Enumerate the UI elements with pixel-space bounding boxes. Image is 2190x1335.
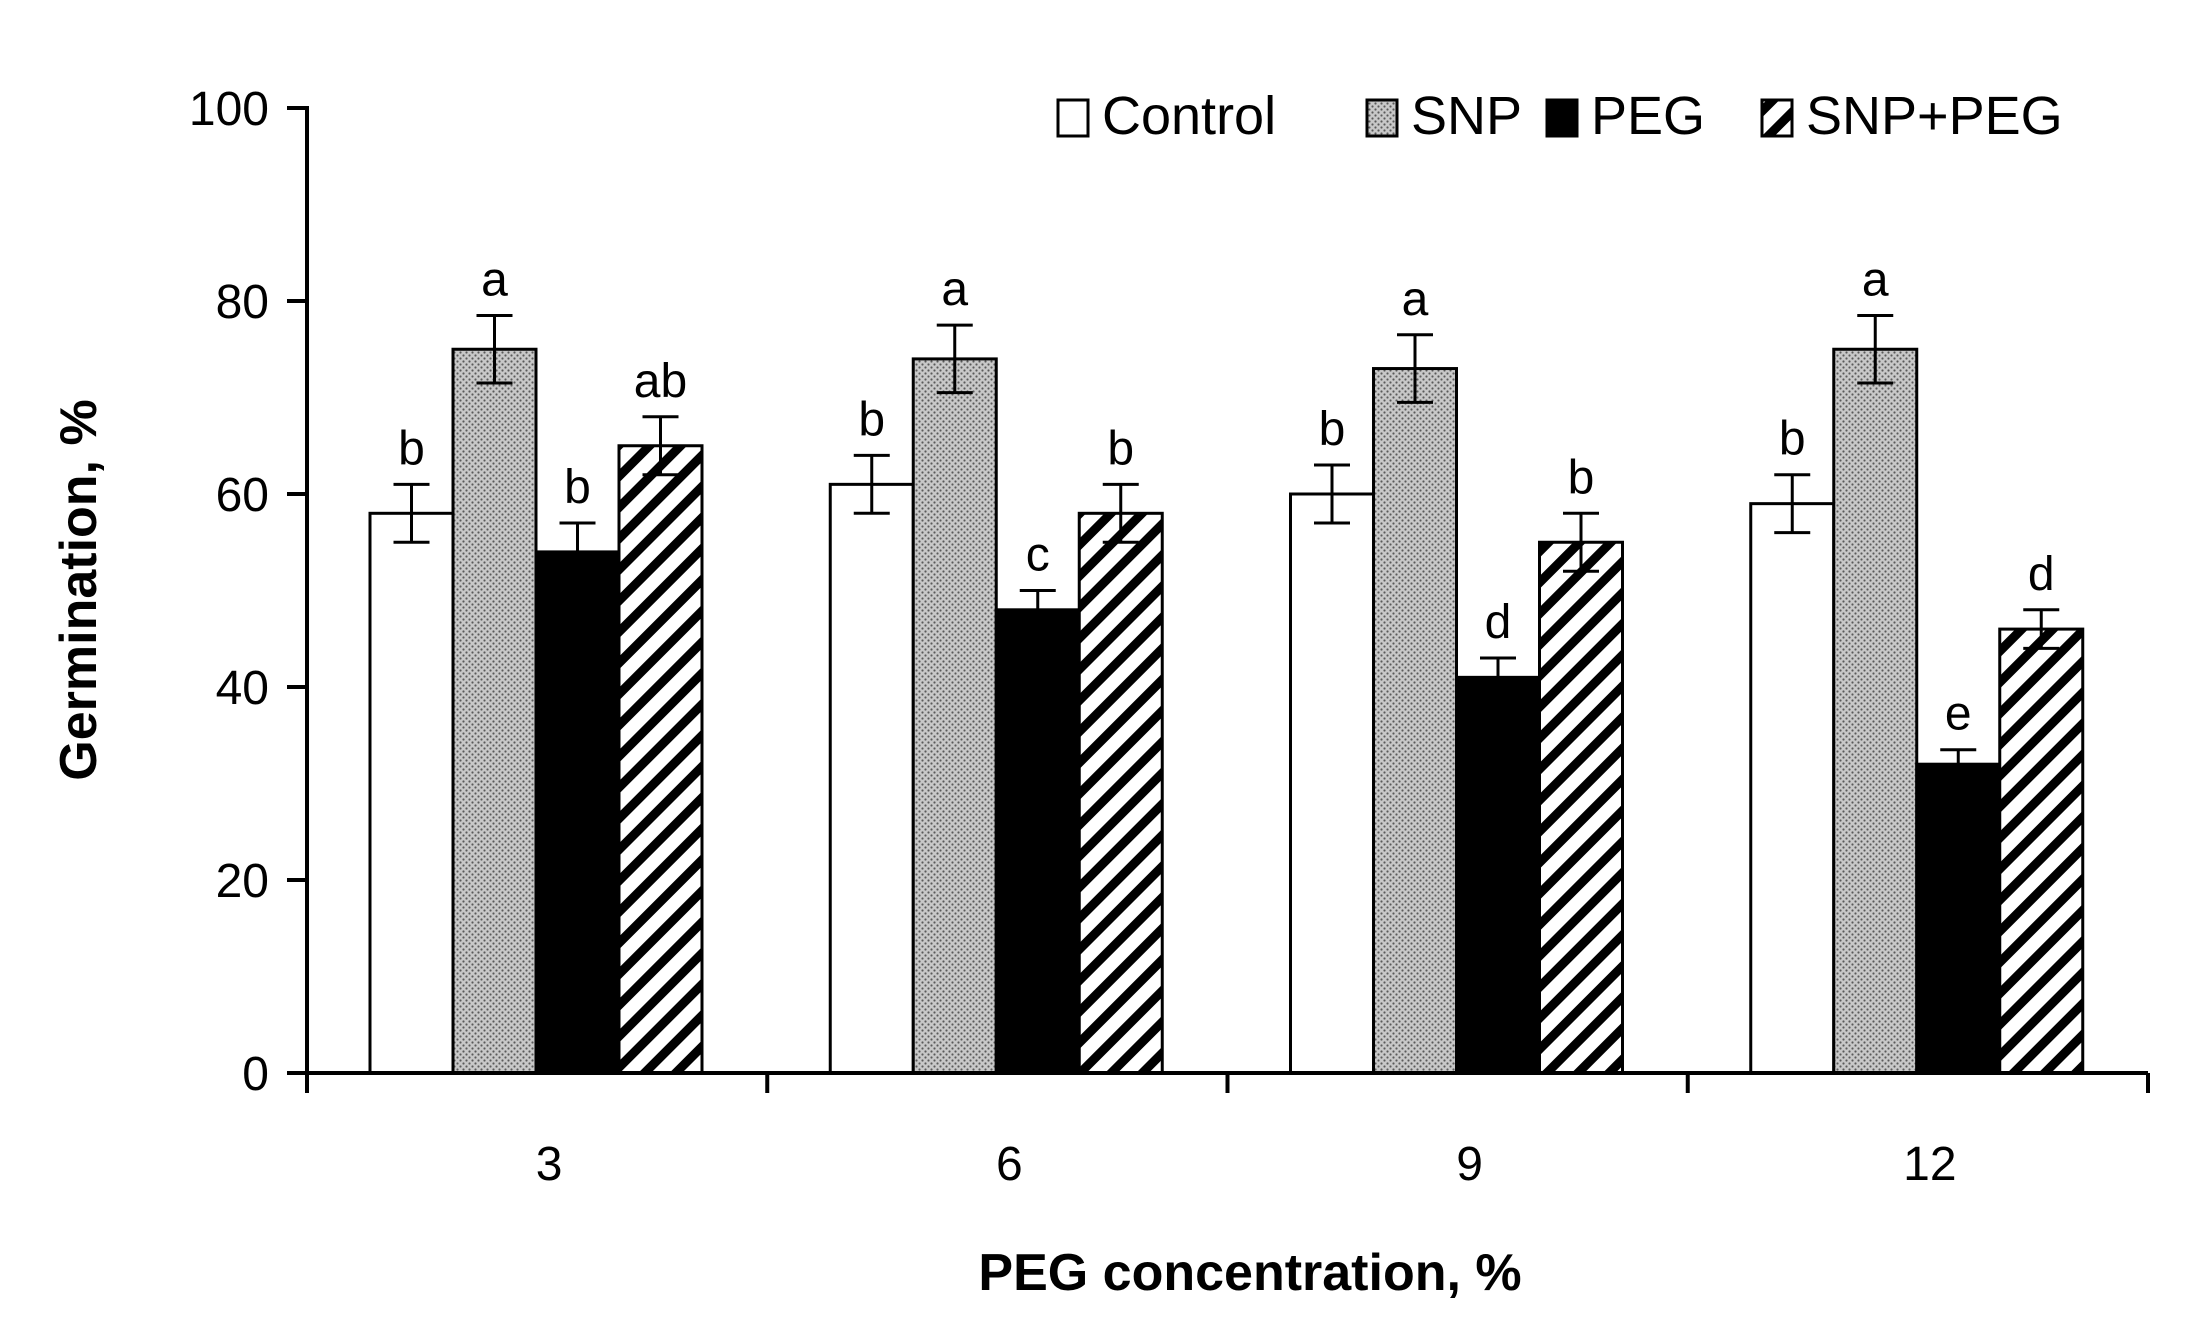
legend: Control SNP PEG SNP+PEG [1056,86,2063,146]
y-axis-ticks: 0 20 40 60 80 100 [189,83,307,1101]
bars [368,347,2085,1075]
error-bar [1940,748,1977,781]
error-bar [1563,511,1599,573]
bar-snp-peg-9 [1538,540,1624,1075]
error-bar [936,323,973,395]
bar-control-9 [1289,492,1375,1075]
legend-item-control: Control [1056,86,1276,146]
legend-label: Control [1102,86,1276,146]
significance-letter: d [1485,596,1512,649]
legend-swatch [1760,98,1794,138]
error-bar [1480,656,1516,699]
error-bar [642,415,679,477]
x-axis-title: PEG concentration, % [978,1244,1521,1302]
error-bar [853,453,890,515]
bar-snp-9 [1372,367,1458,1075]
error-bar [393,482,430,544]
bar-control-3 [368,511,455,1075]
x-axis-ticks: 3 6 9 12 [305,1073,2150,1191]
significance-letter: b [1107,422,1134,475]
significance-letter: b [858,393,885,446]
legend-item-snp-peg: SNP+PEG [1760,86,2063,146]
significance-letter: b [1568,451,1595,504]
significance-letter: ab [634,355,687,408]
y-tick-label: 60 [216,469,269,522]
bar-snp-peg-3 [617,444,704,1075]
significance-letter: c [1026,529,1050,582]
bar-peg-3 [534,550,621,1075]
significance-letter: a [941,263,968,316]
bar-snp-6 [911,357,998,1075]
significance-letter: a [1862,253,1889,306]
y-axis-title: Germination, % [50,399,108,780]
bar-peg-9 [1455,675,1541,1075]
legend-label: PEG [1591,86,1705,146]
x-tick-label: 9 [1456,1138,1483,1191]
error-bar [2023,608,2060,650]
significance-letter: b [564,461,591,514]
legend-item-snp: SNP [1365,86,1522,146]
significance-letter: a [481,253,508,306]
error-bar [1314,463,1350,525]
bar-peg-12 [1915,762,2002,1075]
x-tick-label: 6 [996,1138,1023,1191]
bar-snp-peg-6 [1077,511,1164,1075]
y-tick-label: 20 [216,855,269,908]
legend-swatch [1056,98,1090,138]
significance-letter: d [2028,548,2055,601]
legend-label: SNP+PEG [1806,86,2063,146]
significance-letter: b [398,422,425,475]
legend-label: SNP [1411,86,1522,146]
significance-letter: e [1945,688,1972,741]
significance-letter: b [1319,403,1346,456]
y-tick-label: 80 [216,276,269,329]
bar-snp-12 [1832,347,1919,1075]
error-bar [1857,313,1894,385]
error-bar [1397,333,1433,404]
legend-item-peg: PEG [1545,86,1705,146]
y-tick-label: 40 [216,662,269,715]
y-tick-label: 100 [189,83,269,136]
x-tick-label: 3 [536,1138,563,1191]
error-bars [393,313,2060,781]
bar-snp-peg-12 [1998,627,2085,1075]
legend-swatch [1365,98,1399,138]
error-bar [476,313,513,385]
error-bar [1102,482,1139,544]
bar-control-6 [828,482,915,1075]
y-tick-label: 0 [242,1048,269,1101]
bar-snp-3 [451,347,538,1075]
significance-letter: a [1402,273,1429,326]
significance-letter: b [1779,413,1806,466]
legend-swatch [1545,98,1579,138]
error-bar [1774,473,1811,535]
error-bar [1019,589,1056,631]
error-bar [559,521,596,583]
bar-peg-6 [994,608,1081,1075]
bar-control-12 [1749,502,1836,1075]
x-tick-label: 12 [1903,1138,1956,1191]
